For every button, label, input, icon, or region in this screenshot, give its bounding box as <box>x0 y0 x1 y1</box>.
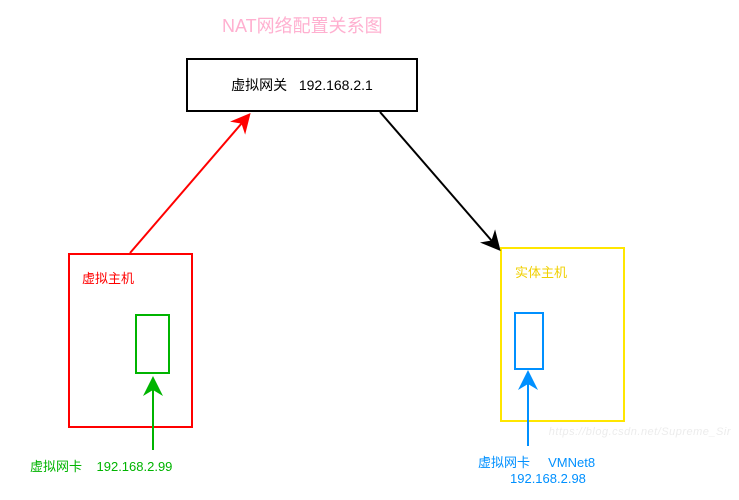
gateway-node: 虚拟网关 192.168.2.1 <box>186 58 418 112</box>
vnic-right-spacer <box>534 455 545 470</box>
diagram-title: NAT网络配置关系图 <box>222 12 383 38</box>
gateway-spacer <box>287 77 299 93</box>
arrow-red <box>130 116 248 253</box>
watermark-text: https://blog.csdn.net/Supreme_Sir <box>549 426 731 438</box>
arrow-black <box>380 112 498 248</box>
physical-host-label-text: 实体主机 <box>515 265 567 280</box>
virtual-nic-right-ip: 192.168.2.98 <box>510 471 586 486</box>
virtual-nic-left-text: 虚拟网卡 <box>30 459 82 474</box>
gateway-ip: 192.168.2.1 <box>299 77 373 93</box>
virtual-nic-right-text: 虚拟网卡 <box>478 455 530 470</box>
virtual-nic-left-label: 虚拟网卡 192.168.2.99 <box>30 456 172 475</box>
virtual-nic-left-ip: 192.168.2.99 <box>97 459 173 474</box>
virtual-host-label: 虚拟主机 <box>82 268 134 287</box>
title-text: NAT网络配置关系图 <box>222 16 383 36</box>
virtual-nic-right-adapter: VMNet8 <box>548 455 595 470</box>
physical-host-label: 实体主机 <box>515 262 567 281</box>
virtual-host-label-text: 虚拟主机 <box>82 271 134 286</box>
virtual-nic-right-label: 虚拟网卡 VMNet8 192.168.2.98 <box>478 452 595 486</box>
gateway-label: 虚拟网关 <box>231 75 287 95</box>
virtual-host-nic-box <box>135 314 170 374</box>
vnic-left-spacer <box>86 459 93 474</box>
physical-host-nic-box <box>514 312 544 370</box>
